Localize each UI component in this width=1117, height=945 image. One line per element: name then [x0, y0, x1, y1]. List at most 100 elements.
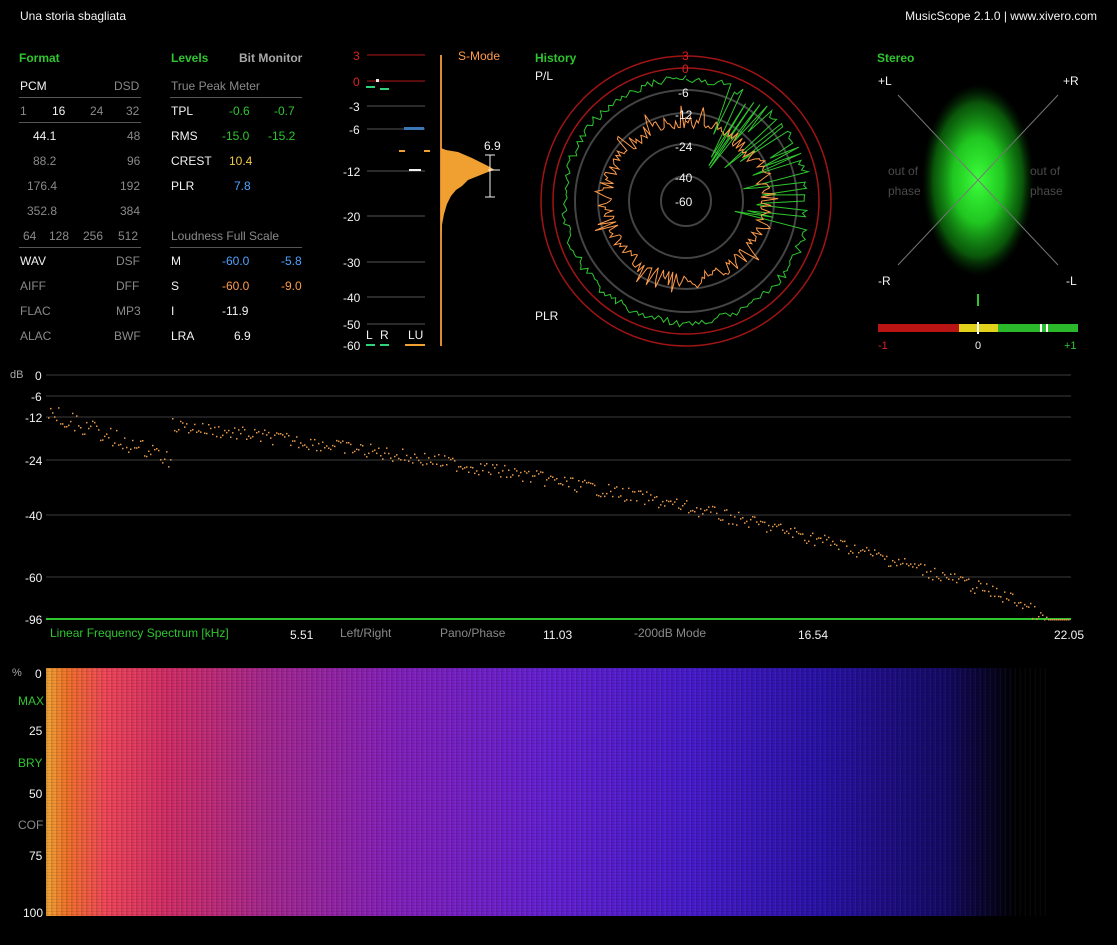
- s-mode-toggle[interactable]: S-Mode: [458, 49, 501, 63]
- spectrum-point: [174, 429, 176, 432]
- ring-label-minus-40: -40: [675, 171, 693, 185]
- bit-monitor-tab[interactable]: Bit Monitor: [239, 51, 303, 65]
- spectrum-point: [214, 426, 216, 429]
- pano-phase-toggle[interactable]: Pano/Phase: [440, 626, 506, 640]
- spectrum-point: [1054, 619, 1056, 621]
- spectrum-point: [1006, 598, 1008, 600]
- 200db-mode-toggle[interactable]: -200dB Mode: [634, 626, 707, 640]
- spectrum-point: [554, 479, 556, 481]
- spectrum-point: [866, 546, 868, 549]
- spectrum-point: [152, 444, 154, 447]
- spectrum-point: [650, 494, 652, 496]
- spectrum-point: [828, 536, 830, 539]
- window-title: Una storia sbagliata: [20, 9, 127, 23]
- spectrum-point: [924, 564, 926, 566]
- rms-left: -15.0: [222, 129, 250, 143]
- spectrum-tick-minus-12: -12: [25, 411, 43, 425]
- spectrum-point: [132, 439, 134, 442]
- spectrum-point: [138, 446, 140, 449]
- spectrum-point: [506, 476, 508, 478]
- spectrum-tick-minus-24: -24: [25, 454, 43, 468]
- left-right-toggle[interactable]: Left/Right: [340, 626, 392, 640]
- spectrum-point: [378, 447, 380, 449]
- out-of-phase-right-1: out of: [1030, 164, 1061, 178]
- spectrum-point: [682, 505, 684, 507]
- spectrum-point: [356, 448, 358, 451]
- spectrum-point: [538, 473, 540, 475]
- spectrum-point: [116, 429, 118, 432]
- spectrum-point: [94, 421, 96, 424]
- spectrum-point: [640, 490, 642, 492]
- spectrum-point: [934, 567, 936, 570]
- spectrum-point: [858, 551, 860, 554]
- stereo-heading: Stereo: [877, 51, 915, 65]
- spectrum-point: [886, 555, 888, 558]
- crest-value: 10.4: [229, 154, 253, 168]
- spectrum-point: [580, 486, 582, 488]
- lra-value: 6.9: [234, 329, 251, 343]
- spectrum-point: [276, 432, 278, 434]
- corner-plus-l: +L: [878, 74, 892, 88]
- spectrum-point: [1016, 604, 1018, 607]
- spectrum-point: [1012, 593, 1014, 596]
- spectrum-point: [946, 576, 948, 579]
- spectrum-point: [666, 499, 668, 502]
- spectrum-point: [1002, 601, 1004, 603]
- format-heading: Format: [19, 51, 60, 65]
- spectrum-point: [582, 481, 584, 483]
- spectrum-point: [950, 573, 952, 575]
- spectrum-point: [184, 426, 186, 428]
- spectrum-point: [326, 445, 328, 447]
- spectrogram-tick-75: 75: [29, 849, 43, 863]
- spectrum-point: [252, 435, 254, 438]
- spectrum-point: [222, 434, 224, 437]
- spectrum-point: [434, 455, 436, 458]
- spectrum-point: [450, 458, 452, 461]
- spectrum-point: [74, 429, 76, 432]
- spectrum-point: [674, 501, 676, 503]
- scale-3: 3: [353, 49, 360, 63]
- spectrum-point: [1050, 619, 1052, 621]
- spectrum-point: [584, 479, 586, 482]
- levels-heading[interactable]: Levels: [171, 51, 209, 65]
- spectrum-point: [458, 466, 460, 468]
- spectrum-point: [826, 538, 828, 541]
- spectrum-point: [340, 441, 342, 444]
- spectrum-point: [532, 475, 534, 477]
- spectrum-point: [144, 455, 146, 457]
- spectrum-point: [658, 506, 660, 509]
- spectrum-point: [126, 446, 128, 449]
- spectrum-point: [862, 549, 864, 551]
- spectrum-point: [180, 420, 182, 423]
- spectrum-point: [178, 429, 180, 431]
- momentary-value: -60.0: [222, 254, 250, 268]
- container-dsf: DSF: [116, 254, 140, 268]
- spectrum-point: [460, 465, 462, 468]
- spectrum-point: [648, 499, 650, 502]
- spectrum-point: [972, 588, 974, 590]
- spectrum-point: [1020, 601, 1022, 604]
- spectrum-point: [490, 473, 492, 476]
- spectrogram-tick-0: 0: [35, 667, 42, 681]
- spectrum-point: [840, 539, 842, 542]
- spectrum-point: [888, 565, 890, 567]
- spectrum-point: [880, 554, 882, 556]
- spectrum-point: [496, 464, 498, 466]
- spectrum-point: [596, 494, 598, 496]
- spectrum-point: [652, 499, 654, 501]
- spectrum-point: [954, 573, 956, 575]
- spectrum-point: [436, 463, 438, 465]
- spectrum-point: [462, 468, 464, 470]
- spectrum-point: [166, 451, 168, 453]
- spectrum-point: [112, 444, 114, 447]
- spectrum-point: [284, 436, 286, 438]
- spectrum-point: [302, 444, 304, 447]
- spectrogram-tick-100: 100: [23, 906, 44, 920]
- spectrum-point: [314, 438, 316, 441]
- spectrum-point: [968, 578, 970, 580]
- spectrum-point: [766, 531, 768, 533]
- spectrum-point: [608, 483, 610, 486]
- spectrum-point: [810, 534, 812, 537]
- spectrum-point: [678, 507, 680, 509]
- spectrum-point: [228, 429, 230, 432]
